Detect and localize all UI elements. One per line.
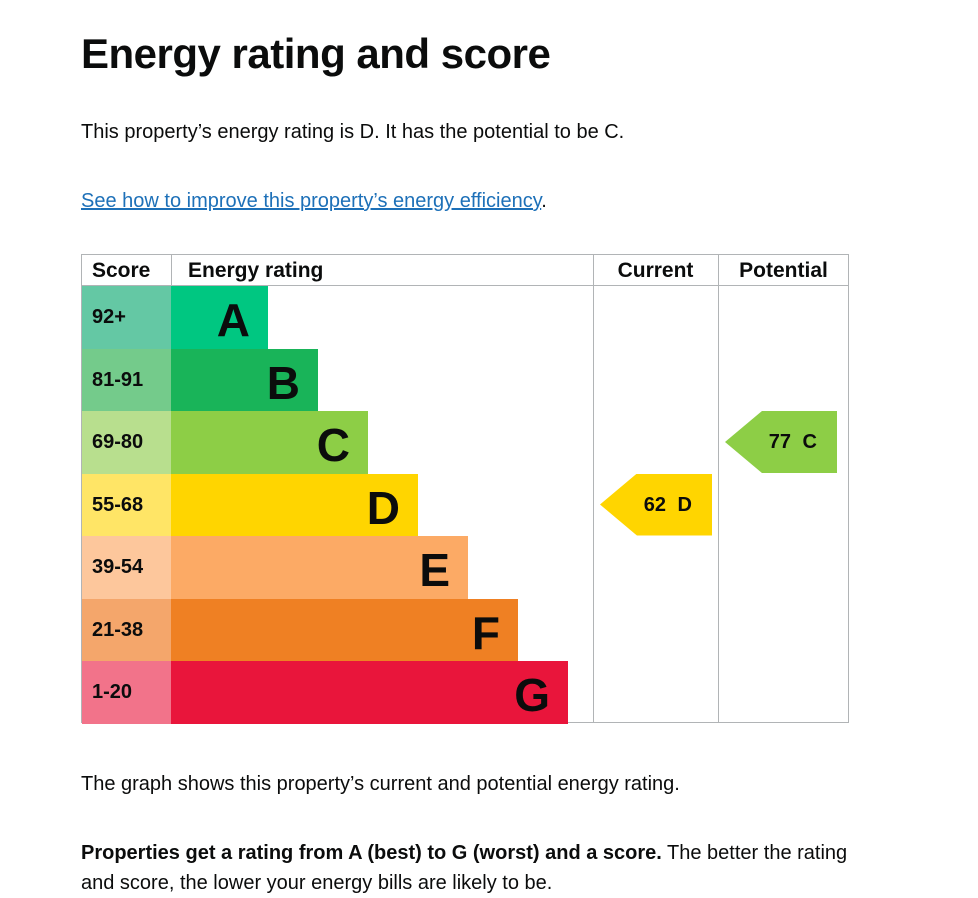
rating-summary: This property’s energy rating is D. It h…	[81, 121, 625, 143]
rating-bar-e: E	[171, 536, 468, 599]
score-band-d: 55-68	[82, 473, 171, 536]
rating-bar-f: F	[171, 598, 518, 661]
rating-bar-c: C	[171, 411, 368, 474]
score-band-g: 1-20	[82, 661, 171, 724]
score-band-c: 69-80	[82, 411, 171, 474]
rating-bar-a: A	[171, 286, 268, 349]
score-band-e: 39-54	[82, 536, 171, 599]
header-current: Current	[593, 255, 718, 286]
rating-info: Properties get a rating from A (best) to…	[81, 838, 861, 898]
rating-info-rest: The better the rating and score, the low…	[81, 842, 848, 894]
potential-rating-arrow: 77 C	[725, 411, 837, 473]
improve-efficiency-link[interactable]: See how to improve this property’s energ…	[81, 190, 542, 212]
rating-bar-b: B	[171, 348, 318, 411]
rating-info-bold: Properties get a rating from A (best) to…	[81, 842, 662, 864]
graph-caption: The graph shows this property’s current …	[81, 773, 680, 795]
divider	[718, 255, 719, 722]
score-band-f: 21-38	[82, 598, 171, 661]
rating-bar-d: D	[171, 473, 418, 536]
page-title: Energy rating and score	[81, 30, 551, 77]
header-energy-rating: Energy rating	[171, 255, 593, 286]
header-score: Score	[82, 255, 171, 286]
current-rating-arrow: 62 D	[600, 473, 712, 536]
link-punctuation: .	[541, 190, 547, 212]
header-potential: Potential	[718, 255, 849, 286]
energy-rating-chart: Score Energy rating Current Potential 92…	[81, 254, 849, 724]
score-band-b: 81-91	[82, 348, 171, 411]
divider	[171, 255, 172, 286]
improve-paragraph: See how to improve this property’s energ…	[81, 186, 547, 216]
rating-bar-g: G	[171, 661, 568, 724]
score-band-a: 92+	[82, 286, 171, 349]
divider	[593, 255, 594, 722]
